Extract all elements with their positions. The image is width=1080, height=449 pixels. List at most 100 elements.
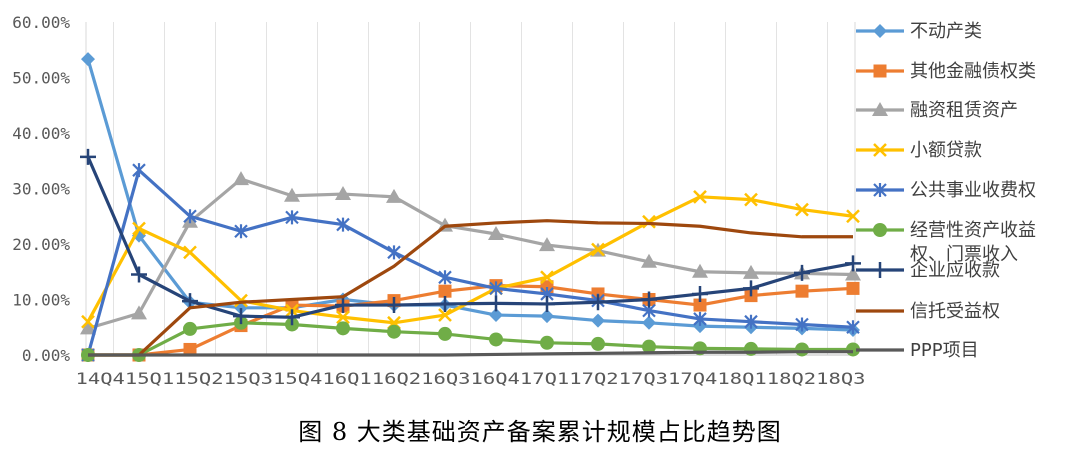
data-point bbox=[489, 332, 503, 347]
data-point bbox=[795, 284, 809, 298]
legend-item: 信托受益权 bbox=[856, 301, 1000, 322]
legend-item: 小额贷款 bbox=[856, 140, 982, 161]
y-tick-label: 30.00% bbox=[12, 180, 70, 199]
data-point bbox=[234, 224, 248, 239]
data-point bbox=[642, 214, 656, 229]
series-line bbox=[88, 219, 853, 357]
data-point bbox=[132, 163, 146, 178]
data-point bbox=[744, 192, 758, 207]
data-point bbox=[386, 188, 402, 203]
legend: 不动产类其他金融债权类融资租赁资产小额贷款公共事业收费权经营性资产收益权、门票收… bbox=[856, 21, 1036, 361]
data-point bbox=[591, 313, 605, 328]
legend-label: PPP项目 bbox=[910, 340, 979, 361]
data-point bbox=[693, 189, 707, 204]
data-point bbox=[591, 242, 605, 257]
legend-label: 企业应收款 bbox=[910, 260, 1000, 281]
data-point bbox=[641, 291, 657, 308]
data-point bbox=[794, 264, 810, 281]
y-tick-label: 10.00% bbox=[12, 291, 70, 310]
data-point bbox=[81, 52, 95, 67]
data-point bbox=[539, 237, 555, 252]
data-point bbox=[387, 324, 401, 339]
data-point bbox=[692, 285, 708, 302]
figure-caption: 图 8 大类基础资产备案累计规模占比趋势图 bbox=[298, 418, 782, 446]
data-point bbox=[131, 305, 147, 320]
data-point bbox=[386, 297, 402, 314]
data-point bbox=[489, 308, 503, 323]
series-line bbox=[87, 177, 854, 330]
legend-label: 融资租赁资产 bbox=[910, 100, 1018, 121]
data-point bbox=[183, 245, 197, 260]
data-point bbox=[873, 24, 887, 38]
data-point bbox=[540, 335, 554, 350]
data-point bbox=[591, 336, 605, 351]
data-point bbox=[80, 148, 96, 165]
data-point bbox=[642, 339, 656, 354]
series-line bbox=[88, 321, 853, 357]
data-point bbox=[336, 321, 350, 336]
series-group bbox=[80, 52, 861, 362]
data-point bbox=[873, 64, 887, 78]
data-point bbox=[81, 314, 95, 329]
data-point bbox=[233, 171, 249, 186]
data-point bbox=[539, 295, 555, 312]
data-point bbox=[795, 317, 809, 332]
series-none bbox=[88, 219, 853, 357]
data-point bbox=[284, 187, 300, 202]
legend-item: 公共事业收费权 bbox=[856, 180, 1036, 201]
data-point bbox=[642, 315, 656, 330]
data-point bbox=[80, 320, 96, 335]
data-point bbox=[795, 342, 809, 357]
data-point bbox=[234, 293, 248, 308]
series-line bbox=[86, 168, 854, 356]
legend-item: 融资租赁资产 bbox=[856, 100, 1018, 121]
series-circle bbox=[81, 315, 860, 362]
legend-item: 其他金融债权类 bbox=[856, 61, 1036, 82]
legend-label: 权、门票收入 bbox=[910, 244, 1018, 265]
y-tick-label: 60.00% bbox=[12, 13, 70, 32]
y-tick-label: 20.00% bbox=[12, 235, 70, 254]
data-point bbox=[846, 320, 860, 335]
data-point bbox=[743, 280, 759, 297]
data-point bbox=[744, 314, 758, 329]
series-x bbox=[81, 189, 860, 330]
series-line bbox=[86, 195, 854, 325]
data-point bbox=[641, 253, 657, 268]
data-point bbox=[872, 102, 888, 116]
data-point bbox=[438, 326, 452, 341]
legend-item: 企业应收款 bbox=[856, 260, 1000, 281]
data-point bbox=[488, 295, 504, 312]
legend-label: 信托受益权 bbox=[910, 301, 1000, 322]
series-line bbox=[86, 156, 854, 319]
data-point bbox=[540, 309, 554, 324]
series-plus bbox=[80, 148, 861, 326]
data-point bbox=[132, 221, 146, 236]
data-point bbox=[846, 209, 860, 224]
data-point bbox=[336, 217, 350, 232]
x-tick-labels: 14Q415Q115Q215Q315Q416Q116Q216Q316Q417Q1… bbox=[76, 369, 866, 388]
series-line bbox=[88, 350, 853, 357]
y-tick-label: 50.00% bbox=[12, 69, 70, 88]
legend-item: PPP项目 bbox=[856, 340, 979, 361]
data-point bbox=[846, 281, 860, 295]
data-point bbox=[743, 264, 759, 279]
legend-label: 经营性资产收益 bbox=[910, 220, 1036, 241]
data-point bbox=[438, 270, 452, 285]
data-point bbox=[285, 210, 299, 225]
data-point bbox=[183, 209, 197, 224]
data-point bbox=[845, 255, 861, 272]
series-none bbox=[88, 350, 853, 357]
data-point bbox=[183, 342, 197, 356]
data-point bbox=[693, 298, 707, 312]
legend-item: 不动产类 bbox=[856, 21, 982, 42]
data-point bbox=[336, 310, 350, 325]
legend-label: 其他金融债权类 bbox=[910, 61, 1036, 82]
data-point bbox=[233, 308, 249, 325]
data-point bbox=[437, 295, 453, 312]
data-point bbox=[183, 321, 197, 336]
data-point bbox=[845, 266, 861, 281]
y-tick-label: 0.00% bbox=[22, 346, 71, 365]
data-point bbox=[873, 143, 887, 157]
